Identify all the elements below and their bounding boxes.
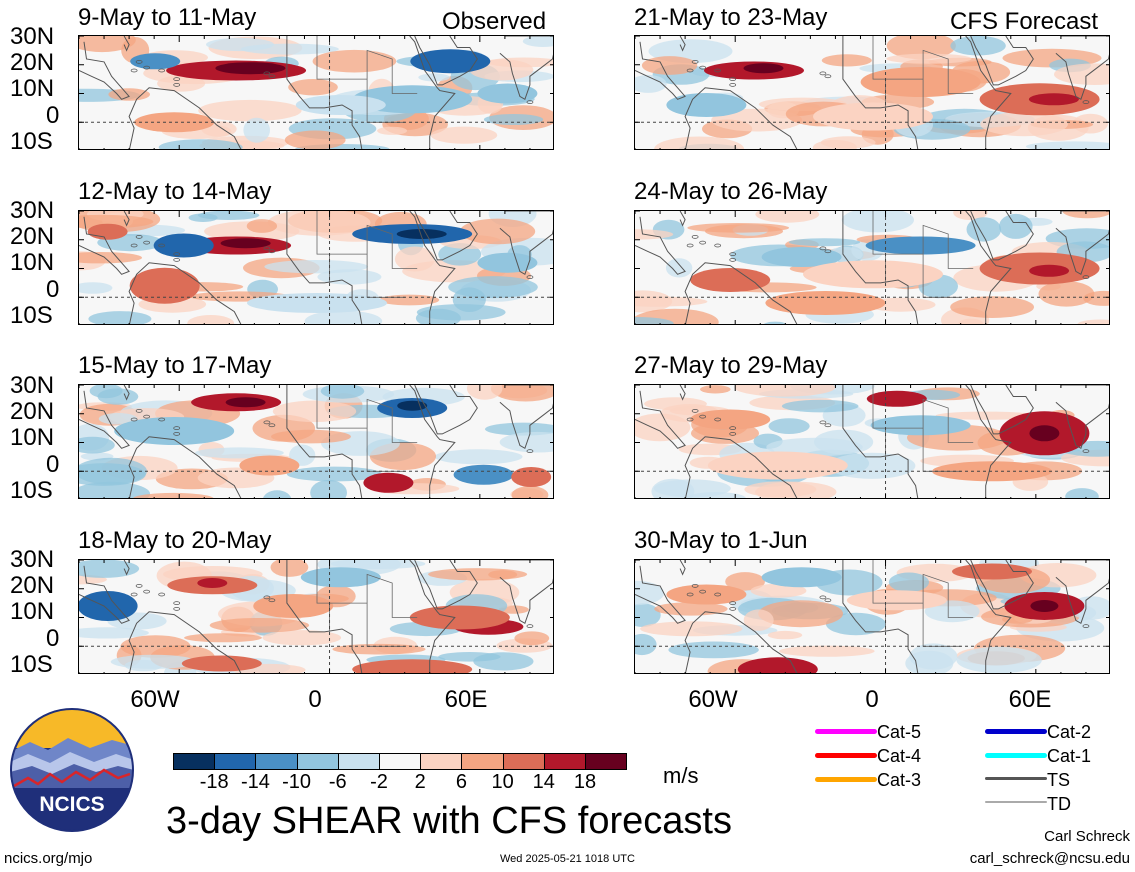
lon-label-0: 0 <box>308 686 322 713</box>
ncics-logo: NCICS <box>10 708 134 832</box>
lon-label-60e: 60E <box>1008 686 1052 713</box>
lat-label-30n: 30N <box>10 197 55 224</box>
lat-label-30n: 30N <box>10 372 55 399</box>
legend-label: Cat-3 <box>877 770 922 790</box>
lat-label-30n: 30N <box>10 23 55 50</box>
lon-label-0: 0 <box>865 686 879 713</box>
colorbar-tick-label: -6 <box>328 771 347 793</box>
colorbar-tick-label: 18 <box>573 771 597 793</box>
legend-label: Cat-2 <box>1047 722 1092 742</box>
panel-title: 12-May to 14-May <box>78 178 272 205</box>
lat-label-10n: 10N <box>10 75 55 102</box>
shear-map <box>634 35 1110 150</box>
colorbar-cell <box>502 753 545 770</box>
timestamp: Wed 2025-05-21 1018 UTC <box>500 853 635 865</box>
lat-label-0: 0 <box>46 451 60 478</box>
footer-link: ncics.org/mjo <box>4 850 93 867</box>
legend-label: TD <box>1047 794 1071 814</box>
colorbar-tick-label: 2 <box>414 771 426 793</box>
main-title: 3-day SHEAR with CFS forecasts <box>166 800 732 842</box>
colorbar-cell <box>255 753 298 770</box>
logo-text: NCICS <box>39 793 104 816</box>
colorbar-unit: m/s <box>663 763 699 788</box>
shear-map <box>634 559 1110 674</box>
lon-label-60e: 60E <box>444 686 488 713</box>
legend-swatch <box>815 777 877 782</box>
lat-label-0: 0 <box>46 102 60 129</box>
panel-title: 15-May to 17-May <box>78 352 272 379</box>
colorbar-tick-label: -10 <box>282 771 312 793</box>
colorbar-tick-label: -2 <box>370 771 388 793</box>
panel-title: 30-May to 1-Jun <box>634 527 808 554</box>
shear-map <box>78 559 554 674</box>
lat-label-10n: 10N <box>10 249 55 276</box>
lat-label-0: 0 <box>46 276 60 303</box>
panel-title: 18-May to 20-May <box>78 527 272 554</box>
panel-tag: CFS Forecast <box>950 8 1099 35</box>
legend-swatch <box>815 753 877 758</box>
legend-label: TS <box>1047 770 1071 790</box>
lat-label-20n: 20N <box>10 49 55 76</box>
colorbar-cell <box>543 753 586 770</box>
colorbar-cell <box>420 753 463 770</box>
lat-label-10s: 10S <box>10 651 53 678</box>
shear-map <box>78 384 554 499</box>
shear-map <box>634 210 1110 325</box>
legend-label: Cat-5 <box>877 722 922 742</box>
colorbar-cell <box>296 753 339 770</box>
legend-label: Cat-1 <box>1047 746 1092 766</box>
lat-label-20n: 20N <box>10 572 55 599</box>
lat-label-10n: 10N <box>10 424 55 451</box>
lat-label-10s: 10S <box>10 128 53 155</box>
lat-label-10s: 10S <box>10 302 53 329</box>
colorbar-tick-label: -14 <box>240 771 270 793</box>
panel-title: 24-May to 26-May <box>634 178 828 205</box>
legend-swatch <box>985 801 1047 803</box>
lat-label-30n: 30N <box>10 546 55 573</box>
lon-label-60w: 60W <box>688 686 738 713</box>
legend-label: Cat-4 <box>877 746 922 766</box>
panel-tag: Observed <box>442 8 547 35</box>
colorbar-tick-label: -18 <box>199 771 229 793</box>
colorbar-cell <box>173 753 216 770</box>
panel-title: 27-May to 29-May <box>634 352 828 379</box>
shear-map <box>78 35 554 150</box>
panel-title: 21-May to 23-May <box>634 4 828 31</box>
colorbar-cell <box>337 753 380 770</box>
lat-label-0: 0 <box>46 625 60 652</box>
colorbar-cell <box>214 753 257 770</box>
author-name: Carl Schreck <box>1044 828 1130 845</box>
legend-swatch <box>815 729 877 734</box>
lon-label-60w: 60W <box>130 686 180 713</box>
colorbar-cell <box>461 753 504 770</box>
lat-label-10n: 10N <box>10 598 55 625</box>
author-email: carl_schreck@ncsu.edu <box>969 850 1130 867</box>
colorbar-tick-label: 14 <box>532 771 555 793</box>
lat-label-20n: 20N <box>10 223 55 250</box>
legend-swatch <box>985 753 1047 758</box>
shear-map <box>78 210 554 325</box>
panel-title: 9-May to 11-May <box>78 4 257 31</box>
colorbar-cell <box>379 753 422 770</box>
lat-label-20n: 20N <box>10 398 55 425</box>
colorbar-tick-label: 10 <box>491 771 514 793</box>
colorbar-cell <box>585 753 628 770</box>
colorbar-tick-label: 6 <box>455 771 467 793</box>
lat-label-10s: 10S <box>10 477 53 504</box>
legend-swatch <box>985 729 1047 734</box>
shear-map <box>634 384 1110 499</box>
legend-swatch <box>985 777 1047 780</box>
